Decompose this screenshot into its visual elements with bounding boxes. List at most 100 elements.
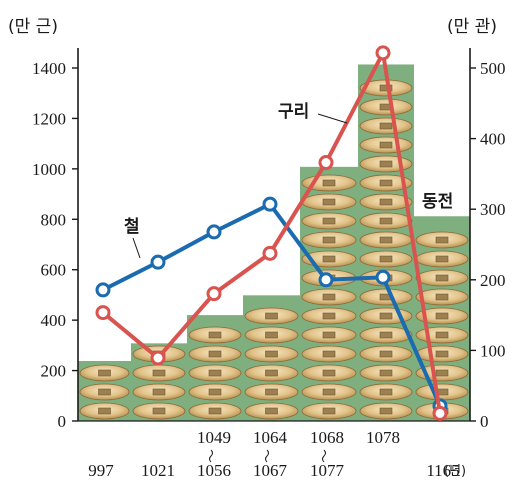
coin-hole	[435, 350, 449, 358]
coin-hole	[435, 312, 449, 320]
coin-hole	[265, 312, 278, 320]
coin-bar	[187, 315, 243, 421]
range-tilde	[322, 449, 326, 463]
coin-hole	[265, 407, 278, 415]
right-tick-label: 100	[480, 341, 506, 360]
coin-hole	[322, 198, 336, 206]
coin-hole	[379, 331, 393, 339]
left-tick-label: 0	[58, 412, 67, 431]
coin-hole	[208, 388, 222, 396]
x-tick-label-top: 1078	[366, 428, 400, 447]
coin-hole	[379, 236, 393, 244]
coin-hole	[379, 407, 393, 415]
left-tick-label: 400	[41, 311, 67, 330]
right-tick-label: 300	[480, 200, 506, 219]
left-tick-label: 600	[41, 261, 67, 280]
coin-hole	[322, 388, 336, 396]
x-tick-label-bottom: 1056	[197, 461, 231, 480]
coin-hole	[322, 179, 336, 187]
coin-hole	[322, 236, 336, 244]
series-point-copper	[375, 45, 391, 61]
coin-hole	[322, 255, 336, 263]
coin-hole	[379, 198, 393, 206]
coin-hole	[265, 369, 278, 377]
coin-bar	[243, 295, 300, 421]
coin-hole	[435, 274, 449, 282]
coin-hole	[208, 369, 222, 377]
right-tick-label: 0	[480, 412, 489, 431]
series-point-iron	[375, 269, 391, 285]
coin-hole	[322, 312, 336, 320]
coin-hole	[379, 369, 393, 377]
series-point-iron	[150, 254, 166, 270]
left-axis-unit: (만 근)	[8, 17, 58, 37]
x-tick-label-bottom: 1021	[141, 461, 175, 480]
x-tick-label-top: 1068	[310, 428, 344, 447]
x-tick-label-bottom: 997	[88, 461, 114, 480]
series-point-iron	[318, 272, 334, 288]
coin-bar	[358, 64, 414, 421]
coin-hole	[379, 141, 393, 149]
series-label-coin: 동전	[422, 192, 453, 212]
coin-hole	[435, 255, 449, 263]
coin-hole	[435, 369, 449, 377]
right-tick-label: 200	[480, 271, 506, 290]
copper-leader-line	[317, 113, 348, 124]
x-tick-label-bottom: 1077	[310, 461, 345, 480]
coin-hole	[98, 369, 111, 377]
coin-hole	[208, 407, 222, 415]
coin-bar	[414, 216, 470, 421]
left-tick-label: 1200	[32, 109, 66, 128]
coin-hole	[265, 350, 278, 358]
series-point-copper	[206, 286, 222, 302]
coin-hole	[322, 217, 336, 225]
range-tilde	[265, 449, 269, 463]
coin-hole	[152, 407, 166, 415]
coin-hole	[379, 84, 393, 92]
coin-hole	[152, 388, 166, 396]
coin-hole	[379, 388, 393, 396]
coin-hole	[379, 312, 393, 320]
x-axis-labels: 997 1021 1056 1067 1077 1165 1049 1064 1068 1078	[88, 428, 459, 480]
series-point-iron	[206, 224, 222, 240]
series-point-iron	[262, 196, 278, 212]
coin-hole	[379, 255, 393, 263]
series-label-copper: 구리	[278, 102, 309, 122]
line-series	[95, 45, 448, 421]
coin-hole	[379, 160, 393, 168]
left-tick-label: 200	[41, 362, 67, 381]
coin-hole	[208, 350, 222, 358]
coin-hole	[265, 331, 278, 339]
coin-hole	[379, 350, 393, 358]
left-tick-label: 800	[41, 210, 67, 229]
left-tick-label: 1400	[32, 59, 66, 78]
coin-bar	[300, 166, 358, 421]
coin-hole	[98, 388, 111, 396]
x-tick-label-bottom: 1165	[426, 461, 459, 480]
series-point-copper	[95, 305, 111, 321]
series-point-copper	[432, 405, 448, 421]
x-tick-label-top: 1064	[253, 428, 288, 447]
coin-hole	[379, 179, 393, 187]
x-tick-label-top: 1049	[197, 428, 231, 447]
coin-bars	[78, 64, 470, 421]
coin-hole	[322, 407, 336, 415]
coin-hole	[322, 331, 336, 339]
series-point-copper	[262, 245, 278, 261]
x-tick-label-bottom: 1067	[253, 461, 288, 480]
coin-hole	[435, 236, 449, 244]
coin-hole	[379, 217, 393, 225]
coin-hole	[152, 369, 166, 377]
series-point-copper	[318, 155, 334, 171]
series-point-copper	[150, 350, 166, 366]
iron-leader-line	[132, 237, 141, 259]
right-tick-label: 400	[480, 130, 506, 149]
coin-hole	[435, 293, 449, 301]
coin-hole	[265, 388, 278, 396]
coin-hole	[98, 407, 111, 415]
right-tick-label: 500	[480, 59, 506, 78]
left-tick-label: 1000	[32, 160, 66, 179]
coin-bar	[78, 360, 131, 421]
range-tilde	[209, 449, 213, 463]
series-label-iron: 철	[124, 217, 140, 237]
